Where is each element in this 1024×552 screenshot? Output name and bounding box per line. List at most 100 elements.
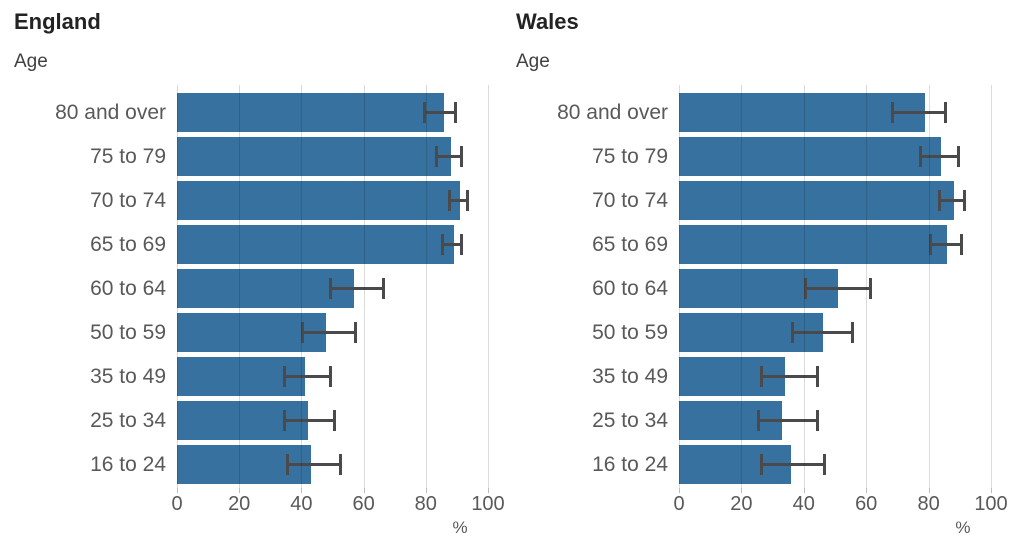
error-bar-line bbox=[937, 199, 967, 202]
tick-label: 80 bbox=[414, 493, 437, 515]
error-bar bbox=[760, 454, 826, 475]
error-bar-cap-high bbox=[869, 278, 873, 299]
bar bbox=[679, 137, 942, 176]
gridline bbox=[488, 85, 489, 488]
error-bar-cap-high bbox=[382, 278, 386, 299]
error-bar-line bbox=[447, 199, 470, 202]
chart-title-england: England bbox=[14, 9, 101, 34]
error-bar bbox=[301, 322, 358, 343]
error-bar-cap-low bbox=[282, 410, 286, 431]
error-bar-cap-high bbox=[453, 102, 457, 123]
error-bar-cap-low bbox=[441, 234, 445, 255]
category-label: 25 to 34 bbox=[90, 409, 166, 432]
error-bar-cap-high bbox=[850, 322, 854, 343]
error-bar-cap-low bbox=[919, 146, 923, 167]
error-bar-line bbox=[803, 287, 873, 290]
error-bar bbox=[757, 410, 820, 431]
error-bar bbox=[329, 278, 386, 299]
error-bar-cap-high bbox=[816, 366, 820, 387]
tick-label: 100 bbox=[974, 493, 1008, 515]
error-bar-cap-high bbox=[338, 454, 342, 475]
error-bar-cap-low bbox=[937, 190, 941, 211]
error-bar-cap-low bbox=[760, 366, 764, 387]
gridline bbox=[679, 85, 680, 488]
tick-label: 20 bbox=[228, 493, 251, 515]
tick-label: 40 bbox=[290, 493, 313, 515]
error-bar-cap-high bbox=[963, 190, 967, 211]
error-bar bbox=[760, 366, 820, 387]
tick-label: 60 bbox=[855, 493, 878, 515]
gridline bbox=[425, 85, 427, 488]
tick-label: 100 bbox=[471, 493, 505, 515]
gridline bbox=[803, 85, 805, 488]
bar bbox=[177, 313, 327, 352]
error-bar bbox=[422, 102, 457, 123]
gridline bbox=[301, 85, 303, 488]
chart-panel-wales: Wales Age % 0 20 40 60 80 100 80 and over 75 to… bbox=[512, 0, 1024, 552]
bar bbox=[177, 93, 445, 132]
gridline bbox=[741, 85, 743, 488]
axis-tick bbox=[177, 488, 178, 493]
category-label: 80 and over bbox=[557, 101, 668, 124]
error-bar-cap-high bbox=[822, 454, 826, 475]
error-bar bbox=[791, 322, 854, 343]
category-label: 75 to 79 bbox=[90, 145, 166, 168]
error-bar-line bbox=[791, 331, 854, 334]
error-bar-cap-low bbox=[282, 366, 286, 387]
error-bar-cap-low bbox=[803, 278, 807, 299]
category-label: 70 to 74 bbox=[90, 189, 166, 212]
axis-tick bbox=[741, 488, 743, 493]
axis-tick bbox=[363, 488, 365, 493]
category-label: 70 to 74 bbox=[592, 189, 668, 212]
error-bar-line bbox=[919, 155, 960, 158]
category-label: 80 and over bbox=[55, 101, 166, 124]
category-label: 35 to 49 bbox=[592, 365, 668, 388]
error-bar-cap-high bbox=[944, 102, 948, 123]
error-bar-line bbox=[435, 155, 464, 158]
category-label: 50 to 59 bbox=[592, 321, 668, 344]
error-bar bbox=[282, 366, 333, 387]
bar bbox=[177, 181, 460, 220]
axis-tick bbox=[239, 488, 241, 493]
error-bar-line bbox=[329, 287, 386, 290]
error-bar-cap-high bbox=[332, 410, 336, 431]
error-bar-line bbox=[441, 243, 464, 246]
error-bar-line bbox=[285, 463, 342, 466]
error-bar-cap-low bbox=[329, 278, 333, 299]
category-label: 65 to 69 bbox=[90, 233, 166, 256]
bar bbox=[177, 137, 451, 176]
category-label: 65 to 69 bbox=[592, 233, 668, 256]
category-label: 75 to 79 bbox=[592, 145, 668, 168]
chart-panel-england: England Age % 0 20 40 60 80 100 80 and over 75 … bbox=[14, 9, 505, 537]
error-bar-line bbox=[282, 419, 336, 422]
tick-label: 20 bbox=[730, 493, 753, 515]
axis-tick bbox=[679, 488, 680, 493]
bar bbox=[177, 225, 454, 264]
error-bar-cap-low bbox=[757, 410, 760, 431]
error-bar-line bbox=[757, 419, 820, 422]
gridline bbox=[239, 85, 241, 488]
error-bar bbox=[928, 234, 963, 255]
category-label: 35 to 49 bbox=[90, 365, 166, 388]
error-bar-line bbox=[760, 375, 820, 378]
gridline bbox=[928, 85, 930, 488]
error-bar-cap-high bbox=[460, 146, 464, 167]
category-label: 25 to 34 bbox=[592, 409, 668, 432]
axis-tick bbox=[991, 488, 992, 493]
plot-area: % 0 20 40 60 80 100 80 and over 75 to 79 70 to 7… bbox=[55, 85, 505, 537]
axis-tick bbox=[928, 488, 930, 493]
y-axis-title: Age bbox=[516, 51, 550, 72]
bar bbox=[679, 181, 954, 220]
error-bar-cap-high bbox=[956, 146, 960, 167]
error-bar-cap-low bbox=[301, 322, 305, 343]
error-bar-cap-high bbox=[354, 322, 358, 343]
error-bar bbox=[282, 410, 336, 431]
plot-area: % 0 20 40 60 80 100 80 and over 75 to 79 70 to 7… bbox=[557, 85, 1008, 537]
error-bar-cap-low bbox=[422, 102, 426, 123]
x-axis-unit-label: % bbox=[452, 518, 468, 537]
category-label: 60 to 64 bbox=[592, 277, 668, 300]
chart-title-wales: Wales bbox=[516, 9, 579, 34]
error-bar-cap-high bbox=[816, 410, 820, 431]
x-axis-unit-label: % bbox=[955, 518, 971, 537]
bar bbox=[177, 269, 355, 308]
